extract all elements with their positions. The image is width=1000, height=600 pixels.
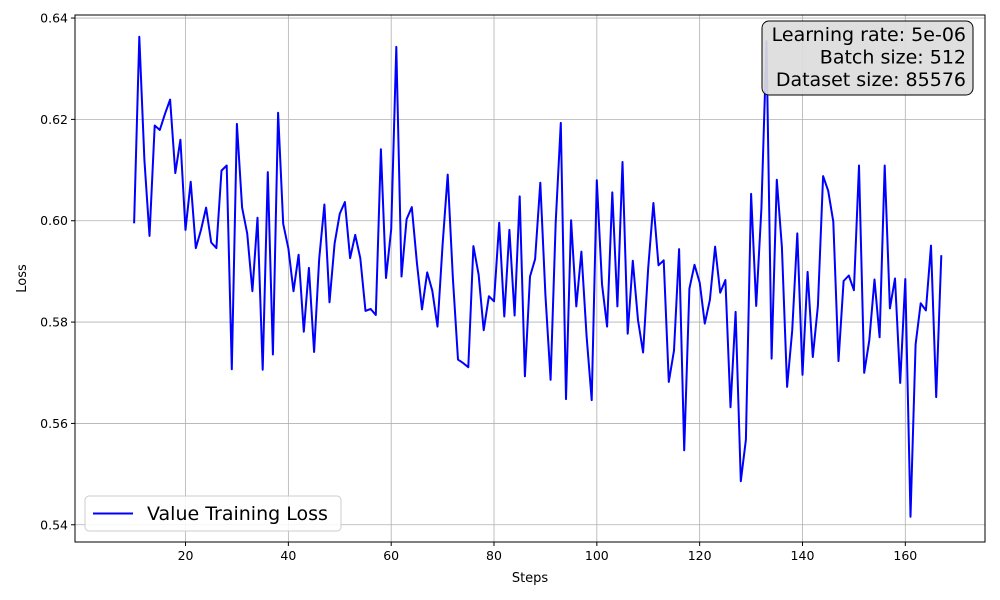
y-tick-label: 0.58	[40, 315, 68, 330]
x-tick-label: 160	[893, 548, 917, 563]
info-learning-rate: Learning rate: 5e-06	[772, 24, 966, 46]
legend-label: Value Training Loss	[147, 503, 328, 525]
y-axis-label: Loss	[15, 264, 30, 293]
info-dataset-size: Dataset size: 85576	[776, 69, 966, 91]
info-batch-size: Batch size: 512	[820, 47, 966, 69]
x-tick-label: 120	[688, 548, 712, 563]
y-axis-ticks: 0.54 0.56 0.58 0.60 0.62 0.64	[40, 11, 75, 532]
series-line-0	[133, 35, 943, 518]
grid	[75, 15, 985, 542]
x-tick-label: 140	[791, 548, 815, 563]
plot-area-frame	[74, 14, 986, 543]
x-tick-label: 20	[178, 548, 194, 563]
y-tick-label: 0.56	[40, 416, 68, 431]
legend: Value Training Loss	[84, 495, 342, 532]
x-tick-label: 100	[585, 548, 609, 563]
x-axis-label: Steps	[512, 571, 549, 586]
info-box: Learning rate: 5e-06 Batch size: 512 Dat…	[761, 20, 974, 96]
y-tick-label: 0.54	[40, 517, 68, 532]
y-tick-label: 0.60	[40, 213, 68, 228]
info-box-background	[761, 20, 974, 96]
legend-background	[84, 495, 342, 532]
x-axis-ticks: 20 40 60 80 100 120 140 160	[178, 542, 917, 563]
y-tick-label: 0.64	[40, 11, 68, 26]
y-tick-label: 0.62	[40, 112, 68, 127]
x-tick-label: 80	[486, 548, 502, 563]
x-tick-label: 40	[280, 548, 296, 563]
series-layer	[133, 35, 943, 518]
x-tick-label: 60	[383, 548, 399, 563]
